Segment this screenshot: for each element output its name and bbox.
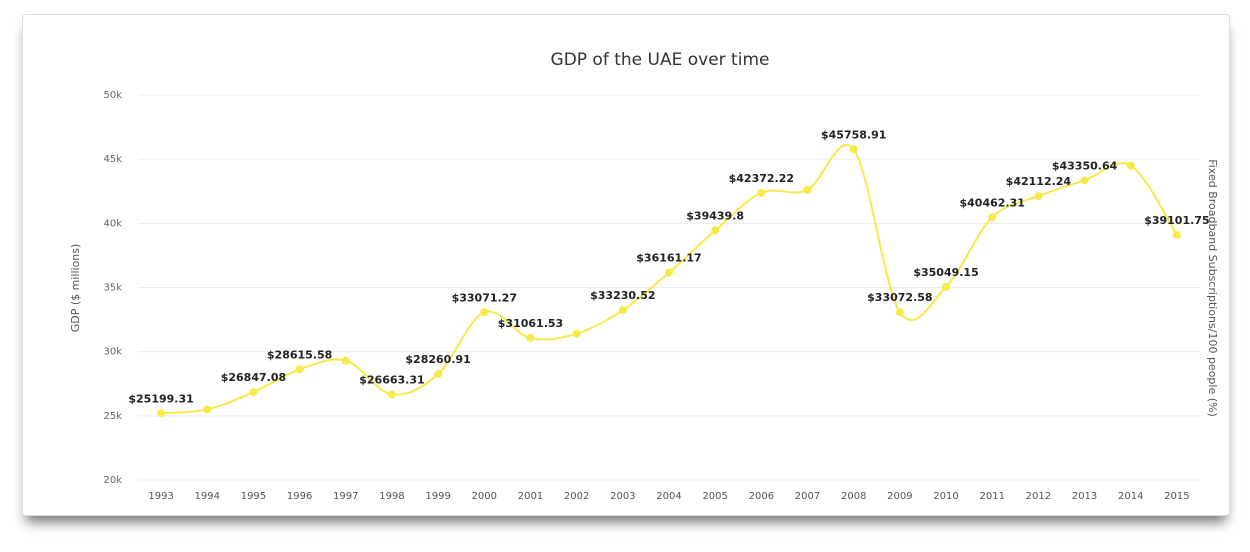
data-label: $39101.75 <box>1144 214 1209 227</box>
y-tick-label: 30k <box>103 347 122 358</box>
point <box>618 306 627 315</box>
x-tick-label: 1993 <box>148 491 173 502</box>
x-tick-label: 2002 <box>564 491 589 502</box>
point <box>849 145 858 154</box>
x-tick-label: 2003 <box>610 491 635 502</box>
point <box>757 188 766 197</box>
data-label: $25199.31 <box>128 392 193 405</box>
x-tick-label: 2008 <box>841 491 866 502</box>
data-label: $43350.64 <box>1052 159 1118 172</box>
point <box>942 282 951 291</box>
point <box>988 213 997 222</box>
data-label: $35049.15 <box>913 266 978 279</box>
data-label: $33072.58 <box>867 291 932 304</box>
y-tick-label: 50k <box>103 90 122 101</box>
point <box>665 268 673 277</box>
y-tick-label: 35k <box>103 283 122 294</box>
x-tick-label: 2000 <box>472 491 497 502</box>
x-tick-label: 2010 <box>933 491 958 502</box>
y-tick-label: 25k <box>103 411 122 422</box>
x-tick-label: 2015 <box>1164 491 1189 502</box>
x-tick-label: 2011 <box>979 491 1004 502</box>
data-label: $26847.08 <box>221 371 286 384</box>
point <box>803 185 812 194</box>
data-label: $33071.27 <box>452 291 517 304</box>
data-label: $45758.91 <box>821 128 886 141</box>
data-label: $28260.91 <box>405 353 470 366</box>
data-label: $42372.22 <box>729 172 794 185</box>
y2-axis-label: Fixed Broadband Subscriptions/100 people… <box>1206 159 1219 417</box>
point <box>1172 230 1181 239</box>
x-tick-label: 1996 <box>287 491 312 502</box>
data-label: $28615.58 <box>267 348 332 361</box>
point <box>295 365 304 374</box>
point <box>203 405 212 414</box>
x-tick-label: 2013 <box>1072 491 1097 502</box>
point <box>711 226 720 235</box>
x-tick-label: 1998 <box>379 491 404 502</box>
y-tick-label: 20k <box>103 475 122 486</box>
x-tick-label: 1995 <box>241 491 266 502</box>
point <box>434 369 443 378</box>
point <box>480 308 489 317</box>
point <box>341 356 350 365</box>
x-tick-label: 1997 <box>333 491 358 502</box>
x-tick-label: 1994 <box>195 491 220 502</box>
x-tick-label: 2014 <box>1118 491 1143 502</box>
x-tick-label: 2009 <box>887 491 912 502</box>
point <box>249 388 258 397</box>
data-label: $33230.52 <box>590 289 655 302</box>
data-label: $39439.8 <box>686 210 744 223</box>
x-tick-label: 2007 <box>795 491 820 502</box>
chart-title: GDP of the UAE over time <box>551 50 770 70</box>
point <box>1126 161 1135 170</box>
point <box>1080 176 1089 185</box>
point <box>526 334 535 343</box>
y-tick-label: 40k <box>103 218 122 229</box>
y-tick-label: 45k <box>103 154 122 165</box>
point <box>572 329 581 338</box>
point <box>1034 192 1043 201</box>
x-tick-label: 2005 <box>702 491 727 502</box>
data-label: $36161.17 <box>636 252 701 265</box>
data-label: $42112.24 <box>1006 175 1072 188</box>
point <box>387 390 396 399</box>
x-tick-label: 2012 <box>1026 491 1051 502</box>
x-tick-label: 2004 <box>656 491 681 502</box>
data-label: $40462.31 <box>960 196 1025 209</box>
chart-card <box>22 14 1230 516</box>
y-axis-label: GDP ($ millions) <box>69 244 82 333</box>
data-label: $31061.53 <box>498 317 563 330</box>
x-tick-label: 2001 <box>518 491 543 502</box>
x-tick-label: 1999 <box>425 491 450 502</box>
data-label: $26663.31 <box>359 373 424 386</box>
point <box>157 409 166 418</box>
x-tick-label: 2006 <box>749 491 774 502</box>
point <box>895 308 904 317</box>
